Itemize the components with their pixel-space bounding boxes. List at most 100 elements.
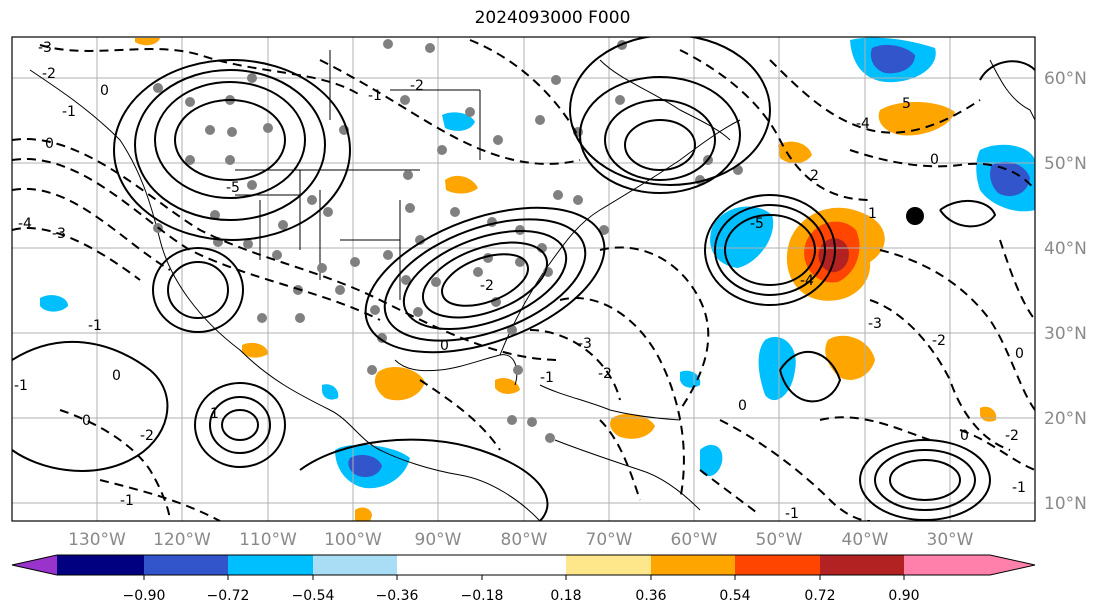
lon-label: 50°W: [756, 530, 803, 550]
lon-label: 40°W: [842, 530, 889, 550]
colorbar-bin: [482, 555, 566, 575]
contour-label: -5: [750, 216, 764, 232]
contour-label: -1: [540, 370, 554, 386]
contour-label: -2: [410, 78, 424, 94]
colorbar-tick-label: 0.36: [635, 588, 666, 604]
map-frame: [11, 36, 1036, 522]
colorbar-over-triangle: [990, 555, 1035, 575]
negative-anomaly-central-america-core: [348, 454, 382, 478]
storm-center-marker: [906, 207, 924, 225]
lon-label: 130°W: [68, 530, 126, 550]
contour-label: 0: [738, 398, 747, 414]
contour-label: -3: [868, 316, 882, 332]
colorbar-bin: [397, 555, 482, 575]
positive-anomaly-small-2: [242, 342, 268, 358]
contour-label: -2: [42, 66, 56, 82]
contour-label: -4: [856, 116, 870, 132]
colorbar-tick-label: 0.90: [888, 588, 919, 604]
negative-anomaly-small-2: [680, 370, 701, 388]
contour-label: 0: [1015, 346, 1024, 362]
contour-label: -4: [18, 216, 32, 232]
colorbar-bin: [735, 555, 820, 575]
colorbar: −0.90 −0.72 −0.54 −0.36 −0.18 0.18 0.36 …: [11, 554, 1036, 604]
colorbar-tick-label: 0.54: [719, 588, 750, 604]
contour-label: 2: [810, 168, 819, 184]
contour-label: 1: [868, 206, 877, 222]
peak-anomaly-atlantic: [818, 238, 849, 273]
contour-label: 0: [440, 338, 449, 354]
colorbar-bin: [228, 555, 313, 575]
colorbar-tick-label: 0.72: [804, 588, 835, 604]
lat-label: 60°N: [1044, 69, 1087, 89]
colorbar-bin: [820, 555, 904, 575]
lon-label: 120°W: [153, 530, 211, 550]
contour-label: -2: [140, 428, 154, 444]
negative-anomaly-small-4: [40, 295, 68, 312]
contour-label: -1: [785, 506, 799, 522]
contour-label: 5: [902, 96, 911, 112]
colorbar-tick-label: 0.18: [550, 588, 581, 604]
colorbar-under-triangle: [12, 555, 57, 575]
contour-label: -1: [14, 378, 28, 394]
contour-label: 0: [930, 152, 939, 168]
longitude-labels: 130°W 120°W 110°W 100°W 90°W 80°W 70°W 6…: [68, 530, 974, 550]
negative-anomaly-small-3: [700, 444, 723, 477]
lon-label: 80°W: [501, 530, 548, 550]
contour-label: 0: [112, 368, 121, 384]
contour-lines-dashed: [12, 39, 1035, 521]
contour-label: 0: [100, 83, 109, 99]
contour-label: -2: [598, 366, 612, 382]
colorbar-bin: [57, 555, 144, 575]
contour-label: -2: [480, 278, 494, 294]
contour-label: -1: [368, 88, 382, 104]
contour-label: 0: [960, 428, 969, 444]
lat-label: 50°N: [1044, 154, 1087, 174]
colorbar-bin: [144, 555, 228, 575]
colorbar-tick-label: −0.72: [207, 588, 250, 604]
lon-label: 100°W: [324, 530, 382, 550]
contour-label: -1: [62, 104, 76, 120]
positive-anomaly-small-6: [495, 378, 520, 394]
chart-title: 2024093000 F000: [474, 8, 631, 28]
positive-anomaly-caribbean: [610, 413, 655, 439]
colorbar-bin: [313, 555, 397, 575]
colorbar-bin: [651, 555, 735, 575]
colorbar-tick-label: −0.18: [461, 588, 504, 604]
contour-lines: [12, 37, 1035, 521]
lon-label: 30°W: [927, 530, 974, 550]
contour-label: -1: [120, 493, 134, 509]
lon-label: 70°W: [586, 530, 633, 550]
lat-label: 20°N: [1044, 409, 1087, 429]
negative-anomaly-small-1: [442, 112, 475, 131]
contour-label: 0: [45, 136, 54, 152]
contour-label: -1: [1012, 480, 1026, 496]
contour-label: -3: [52, 226, 66, 242]
lon-label: 60°W: [671, 530, 718, 550]
colorbar-bin: [566, 555, 651, 575]
contour-label: -5: [226, 180, 240, 196]
contour-labels: -3 -2 -1 0 -4 -5 -1 0 -2 -3 5 -4 0 2 1 -…: [14, 40, 1026, 522]
contour-label: -2: [932, 333, 946, 349]
colorbar-tick-label: −0.36: [376, 588, 419, 604]
shaded-anomalies: [40, 37, 1035, 521]
negative-anomaly-small-5: [322, 384, 339, 400]
latitude-labels: 60°N 50°N 40°N 30°N 20°N 10°N: [1044, 69, 1087, 514]
negative-anomaly-east-core: [990, 161, 1030, 197]
lon-label: 110°W: [239, 530, 297, 550]
contour-label: -1: [88, 318, 102, 334]
positive-anomaly-small-4: [355, 507, 372, 521]
contour-label: -3: [578, 336, 592, 352]
station-dots: [153, 39, 743, 443]
lat-label: 30°N: [1044, 324, 1087, 344]
contour-label: -2: [1005, 428, 1019, 444]
contour-label: 0: [82, 413, 91, 429]
positive-anomaly-se: [825, 335, 875, 380]
positive-anomaly-small-5: [135, 38, 160, 46]
graticule: [12, 37, 1035, 521]
positive-anomaly-gulf: [374, 367, 425, 401]
positive-anomaly-small-1: [445, 175, 478, 194]
colorbar-bin: [904, 555, 990, 575]
positive-anomaly-ne: [878, 101, 955, 136]
contour-label: -3: [38, 40, 52, 56]
